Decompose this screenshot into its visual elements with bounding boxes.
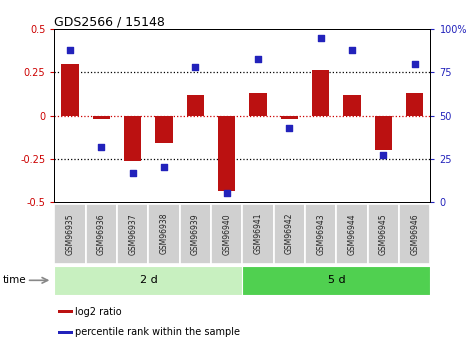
Text: 5 d: 5 d xyxy=(328,275,345,285)
Point xyxy=(129,170,137,175)
Text: GDS2566 / 15148: GDS2566 / 15148 xyxy=(54,15,165,28)
Bar xyxy=(156,116,173,143)
Text: GSM96939: GSM96939 xyxy=(191,213,200,255)
Text: GSM96940: GSM96940 xyxy=(222,213,231,255)
Bar xyxy=(343,95,361,116)
Bar xyxy=(274,204,305,264)
Bar xyxy=(375,116,392,150)
Bar xyxy=(399,204,430,264)
Text: GSM96944: GSM96944 xyxy=(348,213,357,255)
Text: GSM96945: GSM96945 xyxy=(379,213,388,255)
Point xyxy=(317,35,324,41)
Bar xyxy=(305,204,336,264)
Bar xyxy=(187,95,204,116)
Point xyxy=(66,47,74,53)
Text: GSM96936: GSM96936 xyxy=(97,213,106,255)
Text: GSM96946: GSM96946 xyxy=(410,213,419,255)
Bar xyxy=(54,204,86,264)
Text: GSM96938: GSM96938 xyxy=(159,213,168,255)
Text: GSM96937: GSM96937 xyxy=(128,213,137,255)
Text: GSM96935: GSM96935 xyxy=(66,213,75,255)
Point xyxy=(286,125,293,130)
Bar xyxy=(312,70,329,116)
Bar xyxy=(117,204,149,264)
Bar xyxy=(249,93,267,116)
Text: GSM96941: GSM96941 xyxy=(254,213,263,255)
Bar xyxy=(54,266,243,295)
Bar xyxy=(124,116,141,161)
Bar xyxy=(243,204,274,264)
Bar xyxy=(86,204,117,264)
Bar xyxy=(368,204,399,264)
Text: percentile rank within the sample: percentile rank within the sample xyxy=(75,327,240,337)
Bar xyxy=(336,204,368,264)
Bar xyxy=(406,93,423,116)
Text: time: time xyxy=(2,275,26,285)
Point xyxy=(254,56,262,61)
Bar xyxy=(281,116,298,119)
Bar xyxy=(61,64,79,116)
Bar xyxy=(211,204,243,264)
Point xyxy=(348,47,356,53)
Point xyxy=(223,190,230,196)
Bar xyxy=(149,204,180,264)
Bar xyxy=(58,310,73,313)
Bar xyxy=(180,204,211,264)
Point xyxy=(97,144,105,149)
Point xyxy=(192,65,199,70)
Bar xyxy=(93,116,110,119)
Bar xyxy=(243,266,430,295)
Point xyxy=(380,152,387,158)
Point xyxy=(411,61,419,67)
Text: GSM96943: GSM96943 xyxy=(316,213,325,255)
Text: GSM96942: GSM96942 xyxy=(285,213,294,255)
Point xyxy=(160,165,168,170)
Text: 2 d: 2 d xyxy=(140,275,158,285)
Text: log2 ratio: log2 ratio xyxy=(75,307,122,317)
Bar xyxy=(58,331,73,334)
Bar xyxy=(218,116,236,191)
